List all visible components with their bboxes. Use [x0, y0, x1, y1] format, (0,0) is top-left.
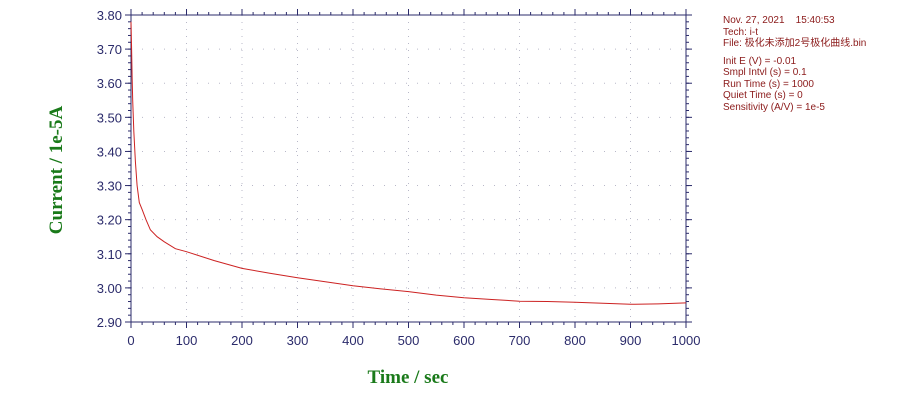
info-file: File: 极化未添加2号极化曲线.bin	[723, 38, 867, 49]
y-tick-label: 3.50	[97, 110, 122, 125]
info-run-time: Run Time (s) = 1000	[723, 78, 814, 90]
x-tick-label: 200	[231, 333, 253, 348]
x-tick-label: 500	[398, 333, 420, 348]
y-tick-label: 2.90	[97, 315, 122, 330]
x-tick-labels: 0 100 200 300 400 500 600 700 800 900 1000	[127, 333, 700, 348]
y-tick-label: 3.00	[97, 281, 122, 296]
x-tick-label: 700	[509, 333, 531, 348]
y-tick-label: 3.70	[97, 42, 122, 57]
x-tick-label: 900	[620, 333, 642, 348]
x-tick-label: 600	[453, 333, 475, 348]
x-tick-label: 400	[342, 333, 364, 348]
x-tick-label: 1000	[672, 333, 701, 348]
info-tech: Tech: i-t	[723, 26, 759, 38]
x-tick-label: 100	[176, 333, 198, 348]
info-sensitivity: Sensitivity (A/V) = 1e-5	[723, 101, 825, 113]
info-init-e: Init E (V) = -0.01	[723, 55, 797, 67]
y-tick-label: 3.10	[97, 247, 122, 262]
info-quiet-time: Quiet Time (s) = 0	[723, 90, 803, 101]
y-axis-label: Current / 1e-5A	[46, 106, 67, 235]
info-date: Nov. 27, 2021 15:40:53	[723, 15, 835, 26]
axis-ticks	[125, 9, 692, 328]
x-tick-label: 300	[287, 333, 309, 348]
y-tick-label: 3.80	[97, 8, 122, 23]
y-tick-label: 3.60	[97, 76, 122, 91]
y-tick-labels: 2.90 3.00 3.10 3.20 3.30 3.40 3.50 3.60 3.70 3.80	[97, 8, 122, 330]
y-tick-label: 3.30	[97, 179, 122, 194]
experiment-info-panel: Nov. 27, 2021 15:40:53 Tech: i-t File: 极…	[723, 15, 866, 113]
x-tick-label: 0	[127, 333, 134, 348]
plot-frame	[130, 14, 687, 323]
x-tick-label: 800	[564, 333, 586, 348]
series-line	[130, 21, 687, 305]
info-sample-interval: Smpl Intvl (s) = 0.1	[723, 67, 807, 78]
x-axis-label: Time / sec	[368, 367, 449, 388]
y-tick-label: 3.40	[97, 144, 122, 159]
grid	[131, 15, 686, 322]
y-tick-label: 3.20	[97, 213, 122, 228]
